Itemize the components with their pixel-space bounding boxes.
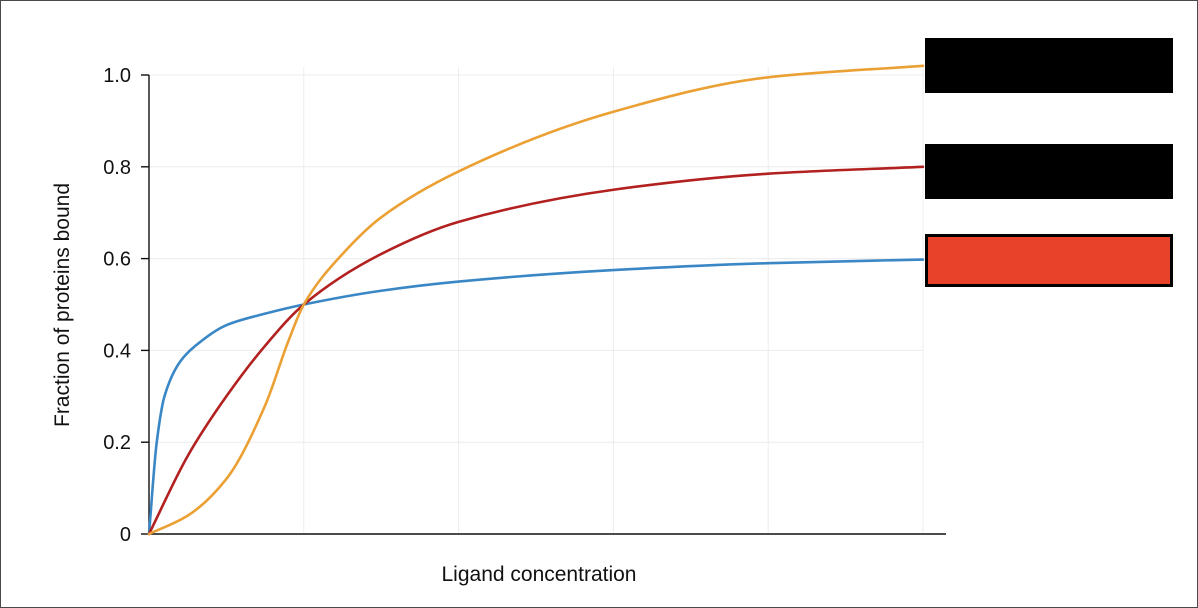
series-line-1: [147, 165, 925, 536]
series-layer: [147, 64, 925, 536]
legend-swatch-0: [925, 38, 1173, 93]
y-tick-label-1: 0.2: [103, 432, 131, 454]
y-tick-label-0: 0: [120, 524, 131, 546]
labels-layer: 0 0.2 0.4 0.6 0.8 1.0: [103, 65, 131, 546]
series-line-0: [147, 258, 925, 536]
y-tick-label-3: 0.6: [103, 249, 131, 271]
y-tick-label-2: 0.4: [103, 340, 131, 362]
y-tick-label-4: 0.8: [103, 157, 131, 179]
series-line-2: [147, 64, 925, 536]
y-axis-title: Fraction of proteins bound: [51, 183, 74, 427]
x-axis-title: Ligand concentration: [442, 563, 637, 586]
y-tick-label-5: 1.0: [103, 65, 131, 87]
legend-swatch-1: [925, 144, 1173, 199]
grid-layer: [149, 67, 924, 534]
legend-swatch-2: [925, 234, 1173, 287]
axes-layer: [141, 74, 946, 535]
